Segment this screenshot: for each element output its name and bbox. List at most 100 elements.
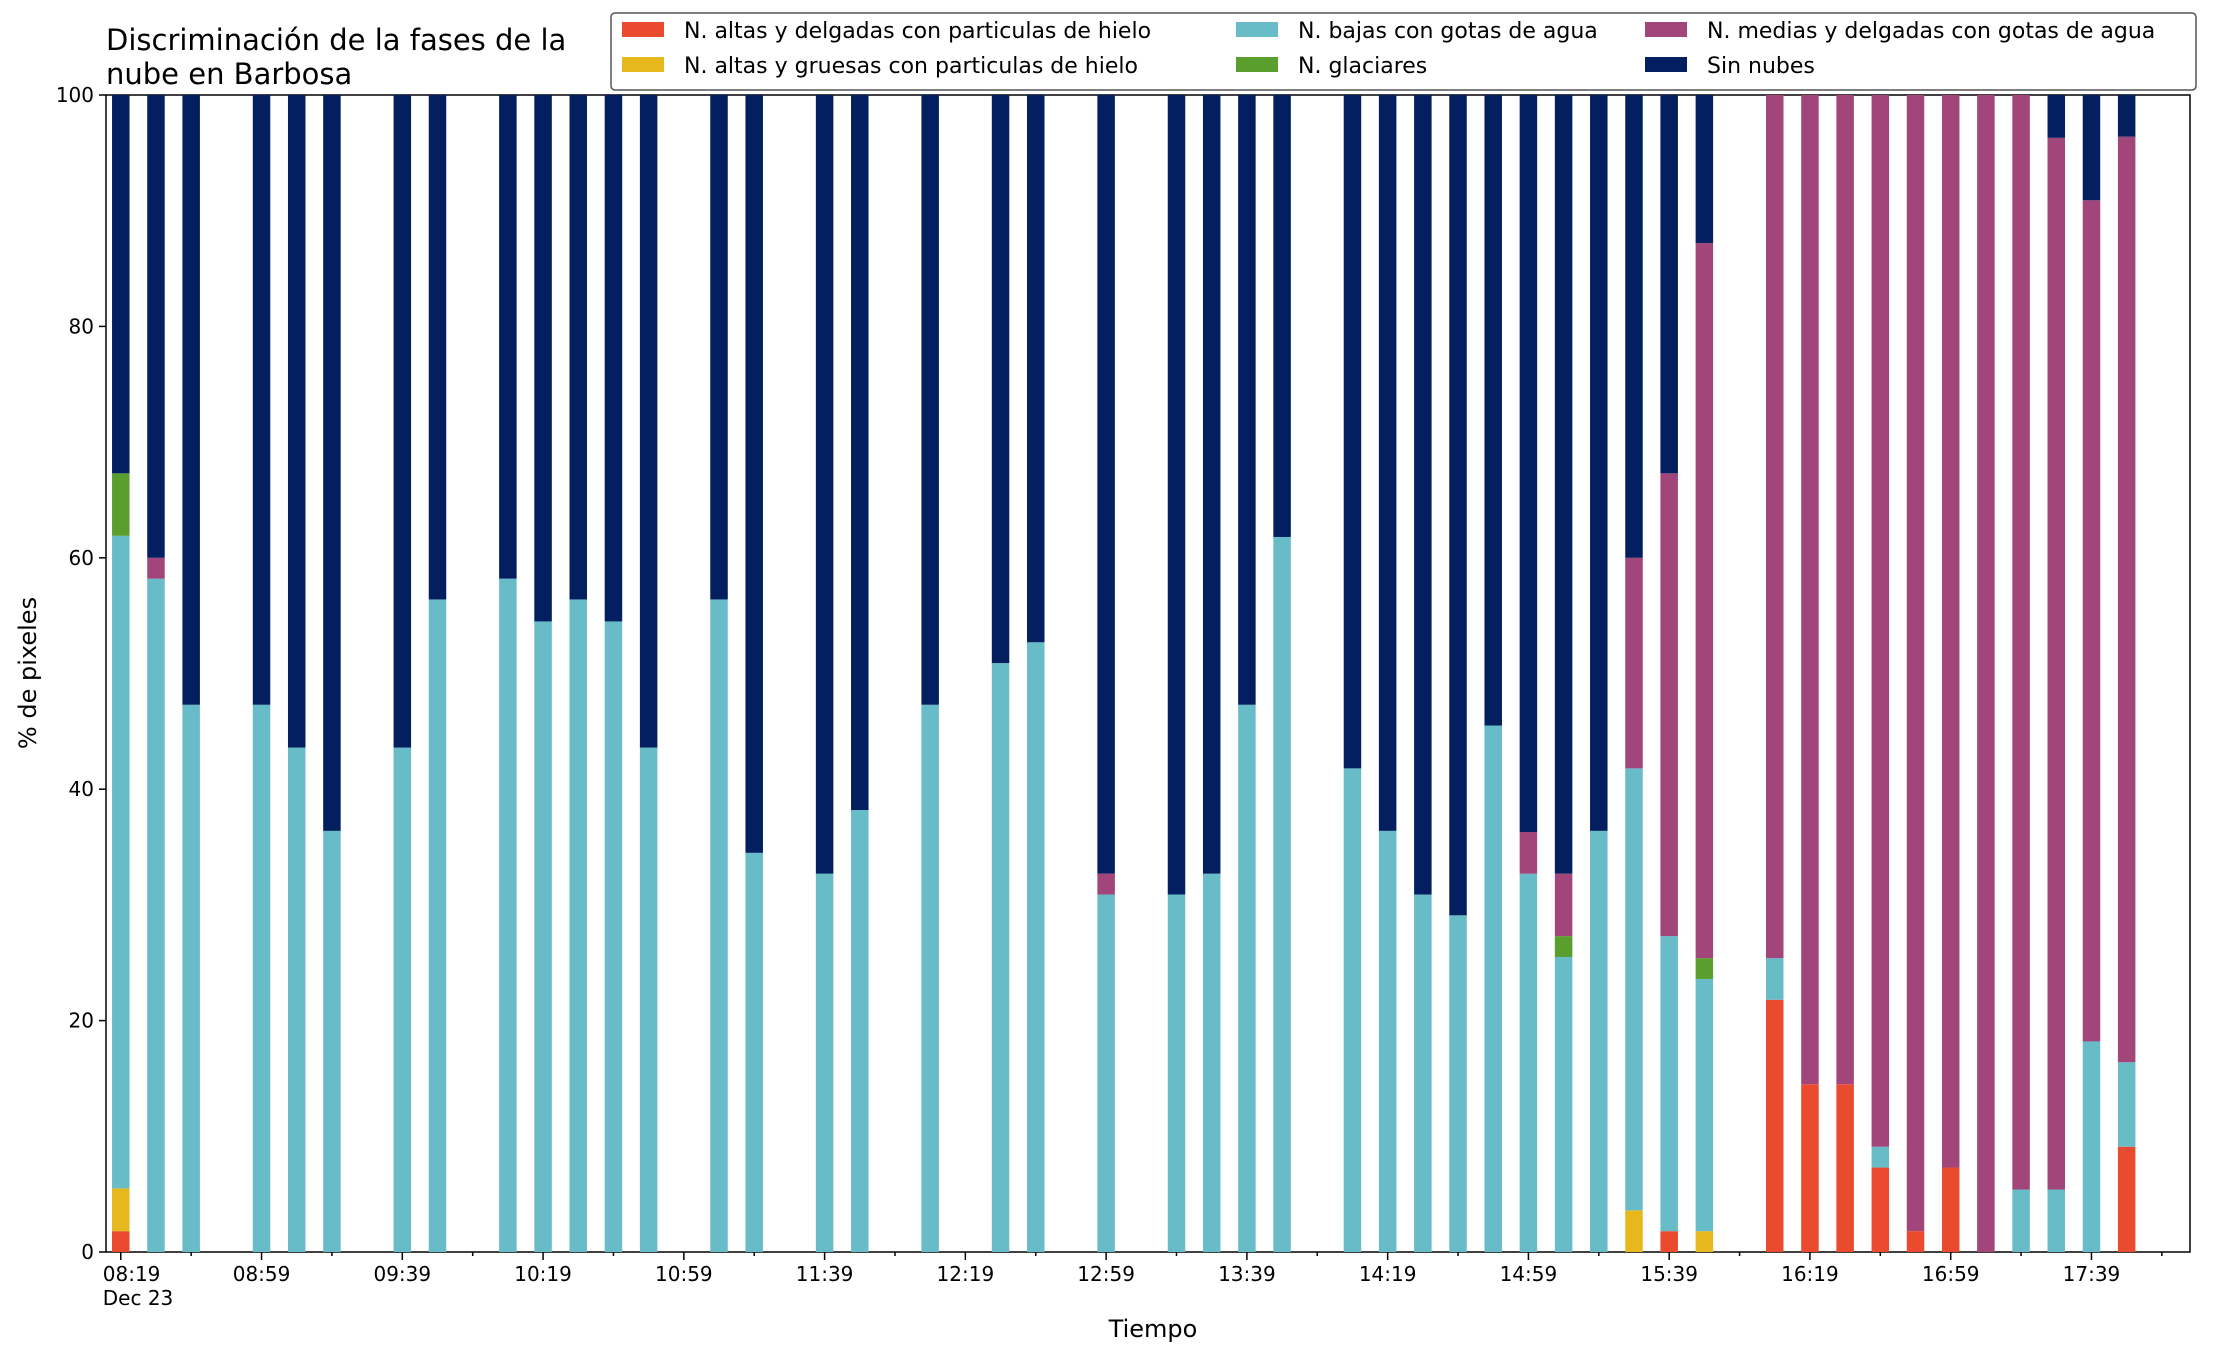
legend-swatch (622, 22, 664, 37)
bar-segment (1625, 95, 1643, 558)
bar-segment (1273, 536, 1291, 1252)
bar-segment (1801, 1084, 1819, 1252)
bar-segment (1766, 999, 1784, 1252)
y-tick-label: 100 (56, 83, 94, 107)
x-tick-label: 13:39 (1218, 1262, 1276, 1286)
bar-segment (851, 810, 869, 1252)
bar-segment (1026, 642, 1045, 1252)
bar-segment (991, 95, 1010, 664)
bar-segment (1202, 95, 1221, 874)
bar-segment (1554, 956, 1573, 1252)
bar-segment (1941, 95, 1960, 1168)
bar-segment (147, 578, 165, 1252)
bar-segment (1097, 894, 1115, 1252)
y-axis: 0 20 40 60 80 100 (56, 83, 106, 1264)
bar-segment (1378, 830, 1397, 1252)
bar-segment (1590, 95, 1608, 831)
bar-segment (1343, 95, 1362, 769)
bar-segment (1167, 95, 1186, 895)
bar-segment (147, 557, 165, 579)
bar-segment (1695, 95, 1714, 244)
bar-segment (1554, 936, 1573, 957)
bar-segment (745, 852, 763, 1252)
bar-segment (287, 747, 306, 1252)
bar-segment (1801, 95, 1819, 1085)
bar-segment (323, 95, 341, 831)
bar-segment (1590, 830, 1608, 1252)
bar-segment (1097, 873, 1115, 895)
x-tick-label: 12:59 (1077, 1262, 1135, 1286)
bar-segment (112, 1231, 130, 1252)
bar-segment (1906, 95, 1925, 1232)
bar-segment (1414, 894, 1432, 1252)
bar-segment (112, 473, 130, 536)
bar-segment (252, 704, 271, 1252)
bar-segment (1202, 873, 1221, 1252)
bar-segment (1519, 95, 1538, 833)
x-tick-label: 09:39 (373, 1262, 431, 1286)
bar-segment (639, 95, 658, 748)
bar-segment (1238, 95, 1256, 705)
legend-label: N. bajas con gotas de agua (1298, 19, 1598, 44)
plot-area (105, 94, 2191, 1253)
x-tick-label: 17:39 (2063, 1262, 2121, 1286)
bar-segment (710, 599, 728, 1252)
bar-segment (1660, 473, 1678, 937)
bar-segment (1449, 95, 1467, 916)
bar-segment (1695, 958, 1714, 979)
bar-segment (287, 95, 306, 748)
legend-label: N. altas y delgadas con particulas de hi… (684, 19, 1151, 44)
bar-segment (1414, 95, 1432, 895)
legend-swatch (622, 57, 664, 72)
bar-segment (1167, 894, 1186, 1252)
bar-segment (1519, 832, 1538, 874)
x-axis: 08:19 Dec 23 08:59 09:39 10:19 10:59 11:39 12:1… (103, 1252, 2163, 1310)
chart-title: Discriminación de la fases de la nube en… (106, 23, 576, 91)
bar-segment (252, 95, 271, 705)
bar-segment (1871, 1167, 1890, 1252)
x-tick-label: 10:59 (655, 1262, 713, 1286)
bar-segment (569, 95, 588, 600)
bar-segment (1695, 243, 1714, 959)
legend-swatch (1645, 22, 1687, 37)
bar-segment (1238, 704, 1256, 1252)
x-tick-label: 14:19 (1359, 1262, 1417, 1286)
legend-swatch (1645, 57, 1687, 72)
bar-segment (1378, 95, 1397, 831)
bar-segment (534, 95, 552, 622)
y-axis-title: % de pixeles (14, 597, 42, 749)
bar-segment (1343, 768, 1362, 1252)
bar-segment (2117, 136, 2136, 1063)
bar-segment (1871, 95, 1890, 1147)
x-tick-label: 11:39 (796, 1262, 854, 1286)
bar-segment (1660, 95, 1678, 474)
x-tick-label: 16:19 (1781, 1262, 1839, 1286)
y-tick-label: 80 (69, 314, 94, 338)
x-tick-label: 14:59 (1500, 1262, 1558, 1286)
bar-segment (1449, 915, 1467, 1252)
bar-segment (1906, 1231, 1925, 1252)
legend-label: Sin nubes (1707, 54, 1815, 79)
bar-segment (393, 747, 412, 1252)
bar-segment (1484, 95, 1502, 726)
bar-segment (569, 599, 588, 1252)
bar-segment (1941, 1167, 1960, 1252)
bar-segment (639, 747, 658, 1252)
bar-segment (1695, 978, 1714, 1232)
x-tick-label: 08:19 Dec 23 (103, 1262, 174, 1310)
bar-segment (147, 95, 165, 558)
bar-segment (710, 95, 728, 600)
bar-segment (1097, 95, 1115, 874)
bar-segment (182, 704, 200, 1252)
x-tick-label: 10:19 (514, 1262, 572, 1286)
bar-segment (2012, 95, 2030, 1190)
y-tick-label: 40 (69, 777, 94, 801)
legend-label: N. altas y gruesas con particulas de hie… (684, 54, 1138, 79)
bar-segment (2117, 1146, 2136, 1252)
bar-segment (182, 95, 200, 705)
bar-segment (604, 621, 623, 1252)
bar-segment (2012, 1189, 2030, 1252)
bar-segment (112, 535, 130, 1189)
legend-frame (610, 12, 2197, 91)
